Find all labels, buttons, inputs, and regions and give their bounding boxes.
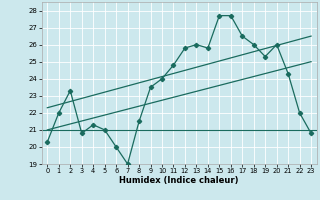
X-axis label: Humidex (Indice chaleur): Humidex (Indice chaleur) — [119, 176, 239, 185]
